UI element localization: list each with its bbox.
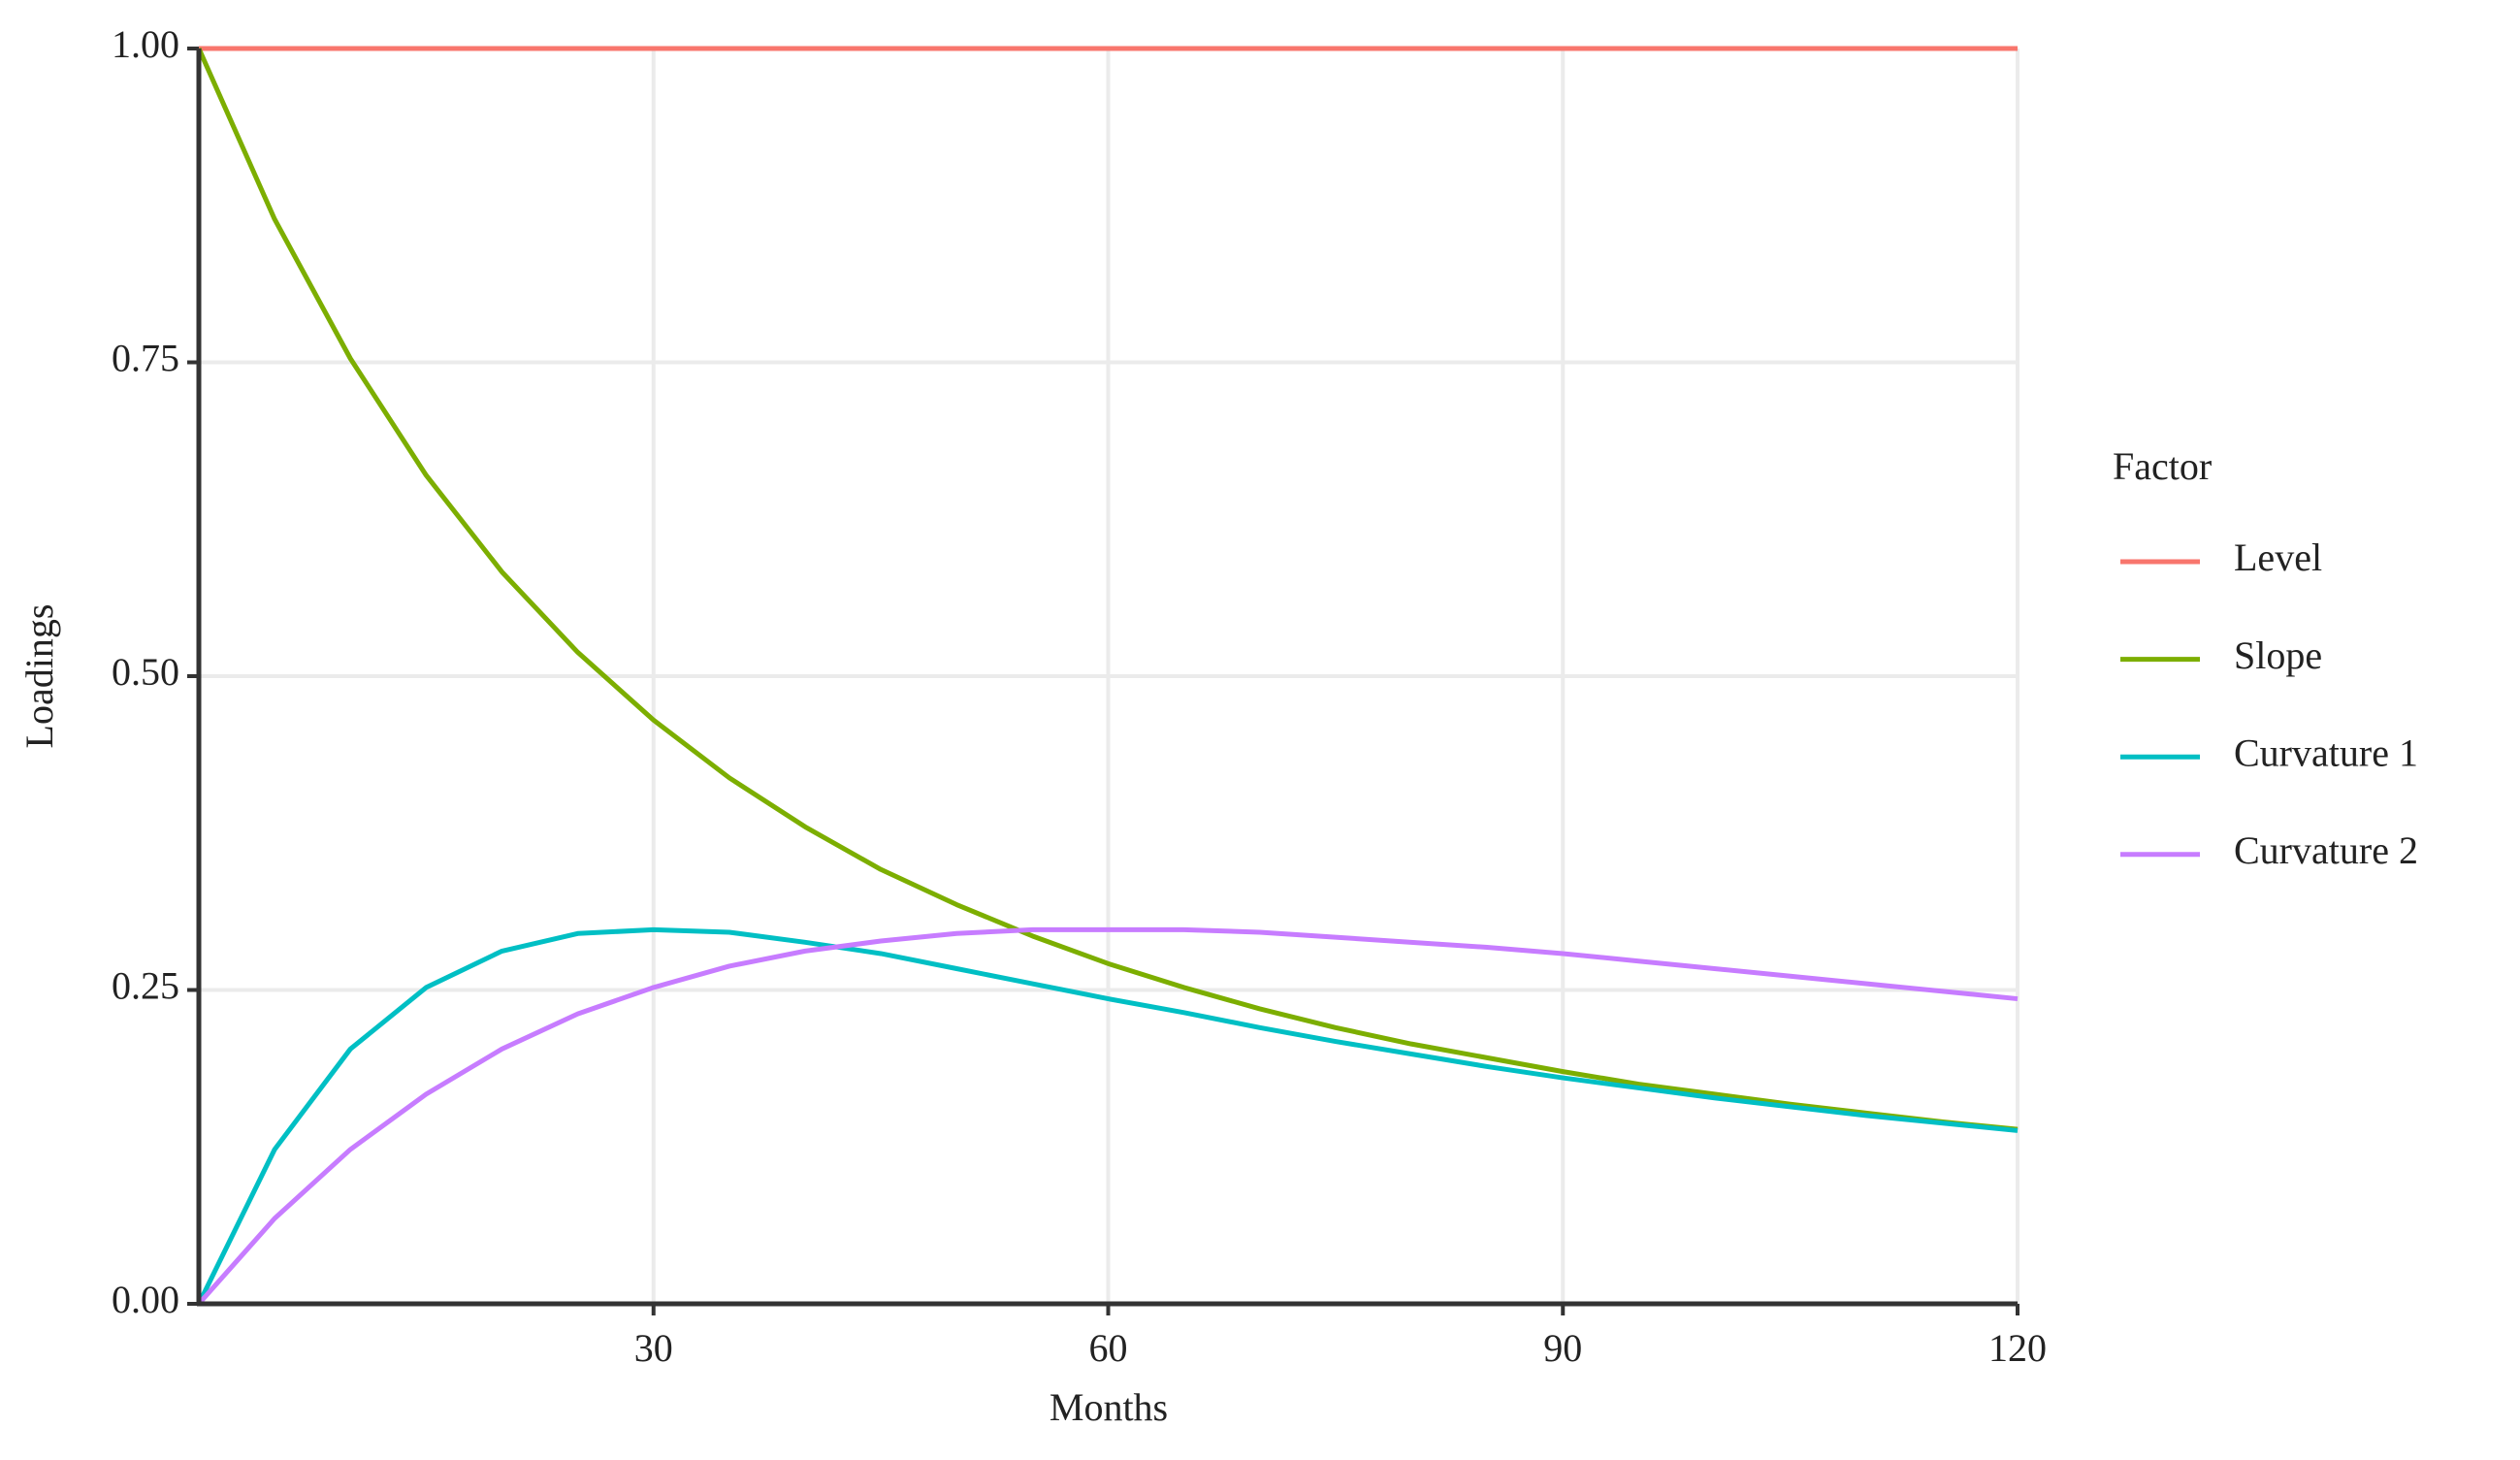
y-tick-label: 0.25 bbox=[112, 964, 179, 1008]
y-tick-label: 0.75 bbox=[112, 337, 179, 380]
y-tick-label: 1.00 bbox=[112, 22, 179, 66]
series-line bbox=[196, 47, 2019, 1132]
legend-label: Slope bbox=[2234, 633, 2322, 677]
y-axis-label: Loadings bbox=[17, 604, 61, 749]
legend-label: Curvature 2 bbox=[2234, 828, 2418, 872]
x-tick-label: 90 bbox=[1543, 1326, 1582, 1370]
x-tick-label: 30 bbox=[634, 1326, 673, 1370]
series-line bbox=[197, 926, 2019, 1306]
x-tick-label: 120 bbox=[1988, 1326, 2047, 1370]
series-line bbox=[196, 926, 2019, 1306]
x-tick-label: 60 bbox=[1089, 1326, 1128, 1370]
x-axis-label: Months bbox=[1050, 1385, 1168, 1429]
legend-title: Factor bbox=[2113, 444, 2212, 488]
legend-label: Curvature 1 bbox=[2234, 730, 2418, 774]
legend-label: Level bbox=[2234, 535, 2322, 579]
y-tick-label: 0.50 bbox=[112, 650, 179, 694]
y-tick-label: 0.00 bbox=[112, 1278, 179, 1321]
